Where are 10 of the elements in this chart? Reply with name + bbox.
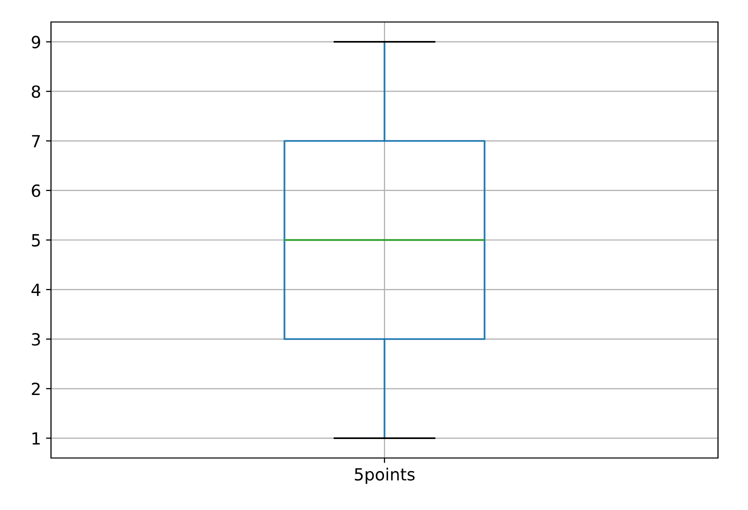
x-tick-label: 5points xyxy=(354,468,415,484)
y-tick-label: 9 xyxy=(32,36,40,48)
y-tick-label: 1 xyxy=(32,432,40,445)
y-tick-label: 6 xyxy=(32,184,40,198)
y-tick-label: 5 xyxy=(32,234,40,247)
y-tick-label: 2 xyxy=(32,382,40,395)
y-tick-label: 4 xyxy=(31,284,40,296)
y-tick-label: 8 xyxy=(32,85,40,98)
y-tick-label: 7 xyxy=(32,135,40,148)
y-tick-label: 3 xyxy=(32,333,40,346)
